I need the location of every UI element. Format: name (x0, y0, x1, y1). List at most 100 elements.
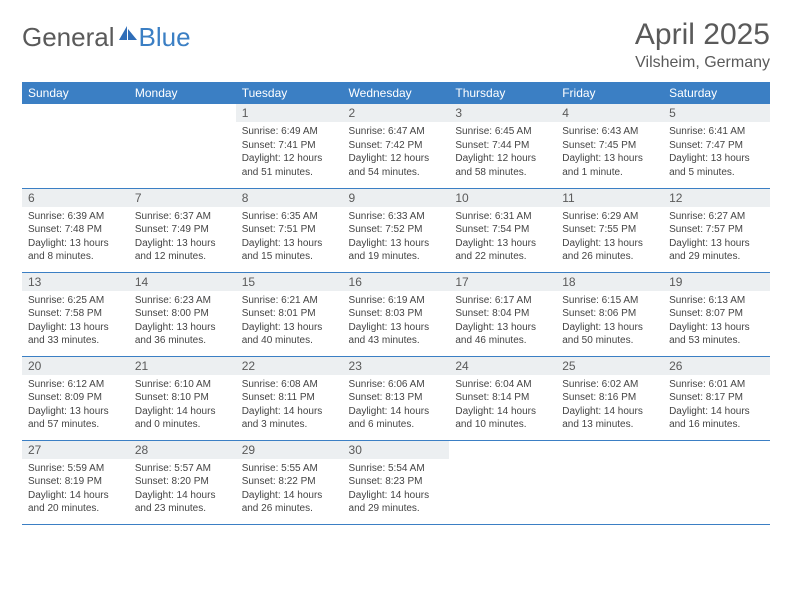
calendar-row: 6Sunrise: 6:39 AMSunset: 7:48 PMDaylight… (22, 188, 770, 272)
calendar-row: 20Sunrise: 6:12 AMSunset: 8:09 PMDayligh… (22, 356, 770, 440)
calendar-cell: 23Sunrise: 6:06 AMSunset: 8:13 PMDayligh… (343, 356, 450, 440)
weekday-header: Tuesday (236, 82, 343, 104)
day-detail: Sunrise: 5:59 AMSunset: 8:19 PMDaylight:… (22, 459, 129, 520)
calendar-row: ....1Sunrise: 6:49 AMSunset: 7:41 PMDayl… (22, 104, 770, 188)
sail-icon (117, 24, 139, 42)
calendar-cell: .. (22, 104, 129, 188)
calendar-cell: 26Sunrise: 6:01 AMSunset: 8:17 PMDayligh… (663, 356, 770, 440)
day-number: 16 (343, 273, 450, 291)
calendar-cell: 19Sunrise: 6:13 AMSunset: 8:07 PMDayligh… (663, 272, 770, 356)
day-number: 7 (129, 189, 236, 207)
day-detail: Sunrise: 6:08 AMSunset: 8:11 PMDaylight:… (236, 375, 343, 436)
day-number: 12 (663, 189, 770, 207)
day-detail: Sunrise: 6:10 AMSunset: 8:10 PMDaylight:… (129, 375, 236, 436)
day-number: 22 (236, 357, 343, 375)
day-detail: Sunrise: 6:33 AMSunset: 7:52 PMDaylight:… (343, 207, 450, 268)
day-detail: Sunrise: 6:13 AMSunset: 8:07 PMDaylight:… (663, 291, 770, 352)
day-number: 20 (22, 357, 129, 375)
day-detail: Sunrise: 6:01 AMSunset: 8:17 PMDaylight:… (663, 375, 770, 436)
calendar-cell: 13Sunrise: 6:25 AMSunset: 7:58 PMDayligh… (22, 272, 129, 356)
day-number: 17 (449, 273, 556, 291)
calendar-row: 27Sunrise: 5:59 AMSunset: 8:19 PMDayligh… (22, 440, 770, 524)
day-detail: Sunrise: 5:54 AMSunset: 8:23 PMDaylight:… (343, 459, 450, 520)
day-detail: Sunrise: 6:04 AMSunset: 8:14 PMDaylight:… (449, 375, 556, 436)
day-detail: Sunrise: 6:47 AMSunset: 7:42 PMDaylight:… (343, 122, 450, 183)
day-detail: Sunrise: 6:06 AMSunset: 8:13 PMDaylight:… (343, 375, 450, 436)
day-number: 9 (343, 189, 450, 207)
calendar-cell: 8Sunrise: 6:35 AMSunset: 7:51 PMDaylight… (236, 188, 343, 272)
calendar-cell: 12Sunrise: 6:27 AMSunset: 7:57 PMDayligh… (663, 188, 770, 272)
calendar-cell: 9Sunrise: 6:33 AMSunset: 7:52 PMDaylight… (343, 188, 450, 272)
brand-logo: General Blue (22, 22, 191, 53)
calendar-cell: 5Sunrise: 6:41 AMSunset: 7:47 PMDaylight… (663, 104, 770, 188)
day-number: 3 (449, 104, 556, 122)
day-number: 18 (556, 273, 663, 291)
day-number: 14 (129, 273, 236, 291)
calendar-cell: 15Sunrise: 6:21 AMSunset: 8:01 PMDayligh… (236, 272, 343, 356)
calendar-cell: 29Sunrise: 5:55 AMSunset: 8:22 PMDayligh… (236, 440, 343, 524)
calendar-cell: 1Sunrise: 6:49 AMSunset: 7:41 PMDaylight… (236, 104, 343, 188)
day-number: 25 (556, 357, 663, 375)
calendar-row: 13Sunrise: 6:25 AMSunset: 7:58 PMDayligh… (22, 272, 770, 356)
calendar-cell: 27Sunrise: 5:59 AMSunset: 8:19 PMDayligh… (22, 440, 129, 524)
day-detail: Sunrise: 6:39 AMSunset: 7:48 PMDaylight:… (22, 207, 129, 268)
weekday-header: Wednesday (343, 82, 450, 104)
calendar-cell: 7Sunrise: 6:37 AMSunset: 7:49 PMDaylight… (129, 188, 236, 272)
day-number: 23 (343, 357, 450, 375)
day-detail: Sunrise: 6:43 AMSunset: 7:45 PMDaylight:… (556, 122, 663, 183)
calendar-cell: 3Sunrise: 6:45 AMSunset: 7:44 PMDaylight… (449, 104, 556, 188)
day-number: 13 (22, 273, 129, 291)
day-detail: Sunrise: 6:12 AMSunset: 8:09 PMDaylight:… (22, 375, 129, 436)
calendar-cell: 22Sunrise: 6:08 AMSunset: 8:11 PMDayligh… (236, 356, 343, 440)
day-number: 5 (663, 104, 770, 122)
day-number: 6 (22, 189, 129, 207)
weekday-header: Thursday (449, 82, 556, 104)
day-number: 15 (236, 273, 343, 291)
day-detail: Sunrise: 6:45 AMSunset: 7:44 PMDaylight:… (449, 122, 556, 183)
calendar-cell: 14Sunrise: 6:23 AMSunset: 8:00 PMDayligh… (129, 272, 236, 356)
calendar-cell: 30Sunrise: 5:54 AMSunset: 8:23 PMDayligh… (343, 440, 450, 524)
calendar-body: .... 1Sunrise: 6:49 AMSunset: 7:41 PMDayl… (22, 104, 770, 524)
day-detail: Sunrise: 6:25 AMSunset: 7:58 PMDaylight:… (22, 291, 129, 352)
weekday-header-row: SundayMondayTuesdayWednesdayThursdayFrid… (22, 82, 770, 104)
day-detail: Sunrise: 6:31 AMSunset: 7:54 PMDaylight:… (449, 207, 556, 268)
calendar-cell: 20Sunrise: 6:12 AMSunset: 8:09 PMDayligh… (22, 356, 129, 440)
header: General Blue April 2025 Vilsheim, German… (22, 18, 770, 72)
day-detail: Sunrise: 6:37 AMSunset: 7:49 PMDaylight:… (129, 207, 236, 268)
day-detail: Sunrise: 6:21 AMSunset: 8:01 PMDaylight:… (236, 291, 343, 352)
calendar-cell: 10Sunrise: 6:31 AMSunset: 7:54 PMDayligh… (449, 188, 556, 272)
calendar-cell: 17Sunrise: 6:17 AMSunset: 8:04 PMDayligh… (449, 272, 556, 356)
day-detail: Sunrise: 6:41 AMSunset: 7:47 PMDaylight:… (663, 122, 770, 183)
calendar-cell: .. (449, 440, 556, 524)
calendar-cell: 25Sunrise: 6:02 AMSunset: 8:16 PMDayligh… (556, 356, 663, 440)
calendar-cell: 2Sunrise: 6:47 AMSunset: 7:42 PMDaylight… (343, 104, 450, 188)
day-number: 26 (663, 357, 770, 375)
weekday-header: Monday (129, 82, 236, 104)
weekday-header: Friday (556, 82, 663, 104)
calendar-cell: 6Sunrise: 6:39 AMSunset: 7:48 PMDaylight… (22, 188, 129, 272)
calendar-cell: .. (663, 440, 770, 524)
page: General Blue April 2025 Vilsheim, German… (0, 0, 792, 543)
calendar-cell: 11Sunrise: 6:29 AMSunset: 7:55 PMDayligh… (556, 188, 663, 272)
brand-name-b: Blue (139, 22, 191, 53)
day-detail: Sunrise: 6:17 AMSunset: 8:04 PMDaylight:… (449, 291, 556, 352)
calendar-cell: 18Sunrise: 6:15 AMSunset: 8:06 PMDayligh… (556, 272, 663, 356)
day-number: 10 (449, 189, 556, 207)
day-number: 19 (663, 273, 770, 291)
day-number: 29 (236, 441, 343, 459)
day-detail: Sunrise: 6:19 AMSunset: 8:03 PMDaylight:… (343, 291, 450, 352)
day-number: 28 (129, 441, 236, 459)
calendar-cell: 21Sunrise: 6:10 AMSunset: 8:10 PMDayligh… (129, 356, 236, 440)
page-title: April 2025 (635, 18, 770, 52)
calendar-table: SundayMondayTuesdayWednesdayThursdayFrid… (22, 82, 770, 525)
day-detail: Sunrise: 6:27 AMSunset: 7:57 PMDaylight:… (663, 207, 770, 268)
day-number: 4 (556, 104, 663, 122)
day-detail: Sunrise: 6:35 AMSunset: 7:51 PMDaylight:… (236, 207, 343, 268)
weekday-header: Saturday (663, 82, 770, 104)
day-number: 30 (343, 441, 450, 459)
calendar-cell: 28Sunrise: 5:57 AMSunset: 8:20 PMDayligh… (129, 440, 236, 524)
day-detail: Sunrise: 6:02 AMSunset: 8:16 PMDaylight:… (556, 375, 663, 436)
title-block: April 2025 Vilsheim, Germany (635, 18, 770, 72)
day-detail: Sunrise: 6:23 AMSunset: 8:00 PMDaylight:… (129, 291, 236, 352)
weekday-header: Sunday (22, 82, 129, 104)
